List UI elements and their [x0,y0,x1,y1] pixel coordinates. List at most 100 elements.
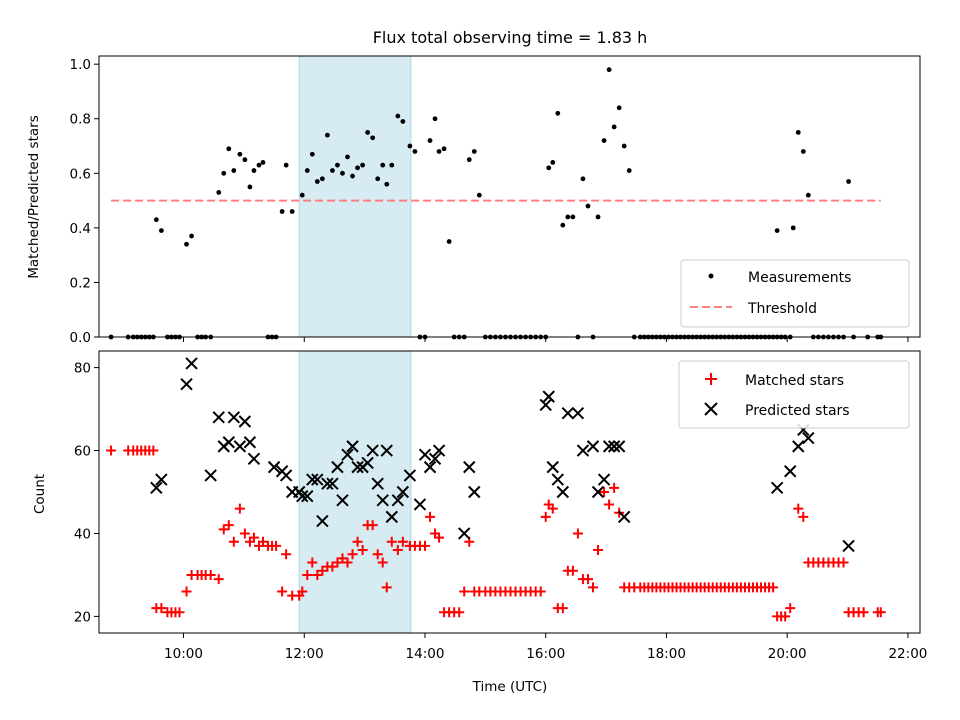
top-x-ticks [183,337,909,342]
measurement-point [580,176,586,182]
matched-star-point [459,586,470,597]
predicted-star-point [279,469,293,482]
matched-star-point [377,557,388,568]
predicted-star-point [458,527,471,540]
measurement-point [221,170,227,176]
predicted-star-point [770,481,784,495]
predicted-star-point [227,411,241,424]
predicted-stars-legend-label: Predicted stars [745,403,850,419]
predicted-star-point [597,473,611,486]
measurement-point [319,176,325,182]
matched-star-point [609,482,620,493]
measurement-point [441,146,447,152]
predicted-star-point [607,440,621,453]
measurement-point [226,146,232,152]
matched-star-point [793,503,804,514]
predicted-star-point [301,489,314,503]
measurement-point [380,162,386,168]
matched-star-point [397,536,408,547]
measurement-point [365,129,371,135]
matched-star-point [599,487,610,497]
predicted-star-point [180,377,193,391]
measurement-point [774,228,780,234]
matched-star-point [798,511,809,522]
matched-star-point [367,520,378,531]
matched-star-point [535,586,546,597]
bottom-legend: Matched stars Predicted stars [678,360,910,429]
x-tick-label: 22:00 [888,646,927,662]
measurement-point [304,168,310,173]
predicted-star-point [391,494,405,507]
measurement-point [585,203,591,209]
measurement-point [184,241,189,247]
matched-star-point [332,557,343,568]
predicted-star-point [267,460,281,474]
matched-star-point [312,569,323,580]
matched-star-point [838,557,849,568]
measurement-point [846,179,851,184]
measurement-point [560,222,566,228]
predicted-star-point [341,448,354,461]
predicted-star-point [576,444,590,457]
matched-star-point [567,565,578,576]
matched-star-point [372,549,383,560]
matched-star-point [223,520,234,531]
top-panel: Flux total observing time = 1.83 h Match… [26,28,921,346]
top-y-tick-label: 0.4 [70,221,91,237]
measurement-point [189,233,194,239]
matched-star-point [317,565,328,576]
matched-star-point [434,532,445,543]
predicted-star-point [612,440,626,453]
measurement-point [805,192,811,198]
predicted-star-point [311,473,324,486]
measurement-point [237,151,243,157]
predicted-star-point [336,494,349,507]
predicted-star-point [842,539,855,553]
x-tick-label: 20:00 [768,646,807,662]
top-y-tick-label: 0.6 [70,166,91,182]
predicted-star-point [371,477,384,490]
measurement-point [384,181,390,187]
predicted-star-point [602,440,616,453]
predicted-star-point [326,477,339,490]
matched-star-point [213,574,224,585]
predicted-stars-series [150,357,855,553]
predicted-star-point [155,473,168,486]
matched-star-point [572,528,583,539]
matched-stars-legend-label: Matched stars [745,373,844,389]
predicted-star-point [233,440,247,453]
predicted-star-point [247,452,261,466]
matched-star-point [454,607,465,618]
matched-star-point [858,607,869,618]
predicted-star-point [222,436,235,449]
measurement-point [247,184,253,190]
matched-star-point [337,553,348,564]
measurement-point [595,214,601,220]
measurement-point [289,209,295,214]
predicted-star-point [185,357,198,370]
measurement-point [790,225,796,231]
top-y-tick-label: 0.0 [70,330,91,346]
measurement-point [314,179,320,184]
measurement-point [242,157,248,163]
measurement-point [466,157,472,163]
measurement-point [606,67,612,73]
top-legend: Measurements Threshold [680,259,910,328]
matched-star-point [425,511,436,522]
predicted-star-point [542,390,555,403]
bottom-y-tick-label: 80 [74,361,91,377]
top-y-tick-label: 0.2 [70,275,91,291]
predicted-star-point [463,460,476,474]
predicted-star-point [617,510,631,524]
predicted-star-point [150,481,163,495]
measurement-point [611,124,617,130]
matched-star-point [297,586,308,597]
measurement-point [550,159,556,165]
measurement-point [251,168,257,173]
matched-star-point [307,557,318,568]
top-y-axis-label: Matched/Predicted stars [26,115,42,278]
measurement-point [565,214,571,220]
measurement-point [279,209,285,214]
bottom-observing-interval-shade [298,350,412,634]
predicted-star-point [306,473,319,486]
